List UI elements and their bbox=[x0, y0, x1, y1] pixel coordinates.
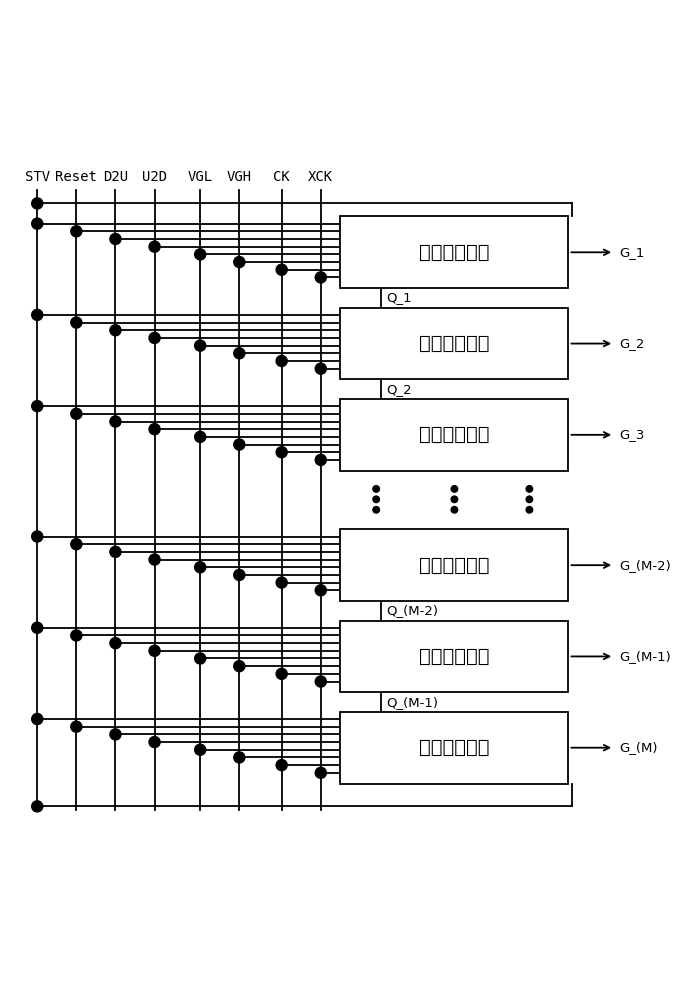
Text: 扯描驱动单元: 扯描驱动单元 bbox=[419, 425, 490, 444]
Circle shape bbox=[32, 531, 43, 542]
Circle shape bbox=[32, 713, 43, 725]
Circle shape bbox=[32, 218, 43, 229]
Circle shape bbox=[32, 309, 43, 320]
Circle shape bbox=[234, 256, 245, 268]
Circle shape bbox=[234, 661, 245, 672]
Circle shape bbox=[451, 507, 458, 513]
Circle shape bbox=[526, 496, 532, 503]
Circle shape bbox=[451, 496, 458, 503]
Text: 扯描驱动单元: 扯描驱动单元 bbox=[419, 556, 490, 575]
Text: G_(M-1): G_(M-1) bbox=[619, 650, 671, 663]
Circle shape bbox=[110, 325, 121, 336]
Circle shape bbox=[315, 363, 327, 374]
Text: Q_1: Q_1 bbox=[386, 291, 412, 304]
Text: G_(M): G_(M) bbox=[619, 741, 658, 754]
Text: U2D: U2D bbox=[142, 170, 167, 184]
Circle shape bbox=[315, 585, 327, 596]
Text: Q_(M-2): Q_(M-2) bbox=[386, 604, 439, 617]
Circle shape bbox=[149, 645, 160, 656]
Circle shape bbox=[32, 801, 43, 812]
Text: Q_(M-1): Q_(M-1) bbox=[386, 696, 439, 709]
Bar bbox=[340, 216, 568, 288]
Circle shape bbox=[276, 760, 287, 771]
Circle shape bbox=[234, 439, 245, 450]
Text: 扯描驱动单元: 扯描驱动单元 bbox=[419, 334, 490, 353]
Text: G_3: G_3 bbox=[619, 428, 644, 441]
Circle shape bbox=[110, 729, 121, 740]
Circle shape bbox=[526, 507, 532, 513]
Circle shape bbox=[195, 653, 206, 664]
Circle shape bbox=[195, 744, 206, 755]
Text: Reset: Reset bbox=[56, 170, 97, 184]
Circle shape bbox=[195, 249, 206, 260]
Circle shape bbox=[276, 668, 287, 679]
Circle shape bbox=[373, 507, 380, 513]
Circle shape bbox=[276, 447, 287, 458]
Text: XCK: XCK bbox=[308, 170, 333, 184]
Circle shape bbox=[110, 233, 121, 245]
Bar bbox=[340, 621, 568, 692]
Circle shape bbox=[71, 721, 82, 732]
Circle shape bbox=[149, 424, 160, 435]
Circle shape bbox=[149, 554, 160, 565]
Circle shape bbox=[276, 355, 287, 367]
Text: VGL: VGL bbox=[187, 170, 213, 184]
Circle shape bbox=[110, 546, 121, 557]
Circle shape bbox=[315, 676, 327, 687]
Circle shape bbox=[373, 496, 380, 503]
Text: 扯描驱动单元: 扯描驱动单元 bbox=[419, 243, 490, 262]
Circle shape bbox=[71, 226, 82, 237]
Text: 扯描驱动单元: 扯描驱动单元 bbox=[419, 738, 490, 757]
Bar bbox=[340, 399, 568, 471]
Text: Q_2: Q_2 bbox=[386, 383, 412, 396]
Circle shape bbox=[526, 486, 532, 492]
Circle shape bbox=[276, 264, 287, 275]
Text: CK: CK bbox=[274, 170, 290, 184]
Circle shape bbox=[315, 767, 327, 778]
Circle shape bbox=[234, 348, 245, 359]
Bar bbox=[340, 529, 568, 601]
Circle shape bbox=[32, 401, 43, 412]
Circle shape bbox=[71, 408, 82, 419]
Circle shape bbox=[315, 272, 327, 283]
Circle shape bbox=[110, 416, 121, 427]
Circle shape bbox=[149, 737, 160, 748]
Text: 扯描驱动单元: 扯描驱动单元 bbox=[419, 647, 490, 666]
Circle shape bbox=[32, 622, 43, 633]
Circle shape bbox=[234, 569, 245, 580]
Circle shape bbox=[315, 454, 327, 465]
Circle shape bbox=[195, 562, 206, 573]
Circle shape bbox=[149, 241, 160, 252]
Text: G_2: G_2 bbox=[619, 337, 644, 350]
Bar bbox=[340, 712, 568, 784]
Text: STV: STV bbox=[24, 170, 50, 184]
Circle shape bbox=[195, 431, 206, 442]
Text: G_1: G_1 bbox=[619, 246, 644, 259]
Circle shape bbox=[451, 486, 458, 492]
Circle shape bbox=[71, 317, 82, 328]
Circle shape bbox=[71, 539, 82, 550]
Circle shape bbox=[71, 630, 82, 641]
Circle shape bbox=[149, 332, 160, 343]
Circle shape bbox=[234, 752, 245, 763]
Circle shape bbox=[110, 638, 121, 649]
Text: D2U: D2U bbox=[103, 170, 128, 184]
Text: G_(M-2): G_(M-2) bbox=[619, 559, 671, 572]
Circle shape bbox=[276, 577, 287, 588]
Bar bbox=[340, 308, 568, 379]
Circle shape bbox=[373, 486, 380, 492]
Text: VGH: VGH bbox=[227, 170, 252, 184]
Circle shape bbox=[32, 198, 43, 209]
Circle shape bbox=[195, 340, 206, 351]
